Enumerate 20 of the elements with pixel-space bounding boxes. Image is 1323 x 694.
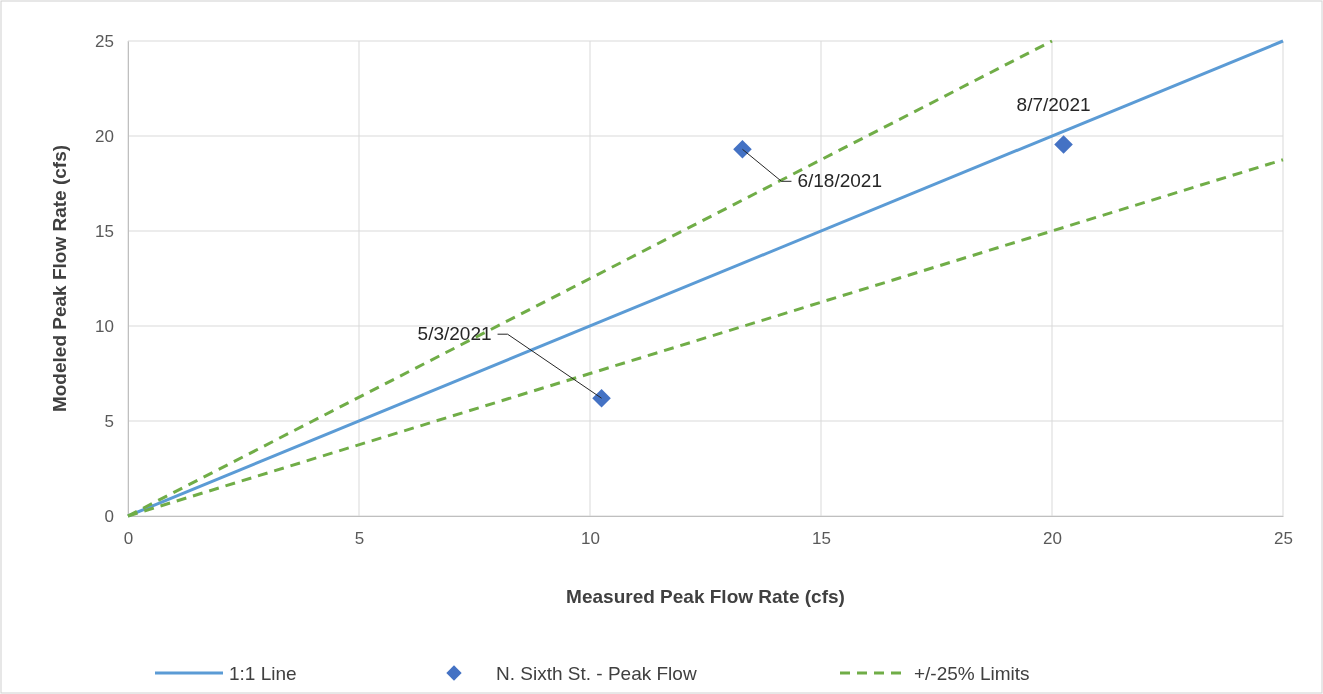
x-tick-label: 20 bbox=[1043, 529, 1062, 549]
x-axis-title: Measured Peak Flow Rate (cfs) bbox=[566, 586, 845, 607]
annotation: 5/3/2021 bbox=[417, 323, 492, 345]
y-tick-label: 5 bbox=[104, 411, 114, 431]
x-tick-label: 25 bbox=[1274, 529, 1293, 549]
x-tick-label: 5 bbox=[354, 529, 365, 549]
legend-label: 1:1 Line bbox=[229, 663, 297, 684]
legend-label: +/-25% Limits bbox=[914, 663, 1030, 684]
annotation: 6/18/2021 bbox=[797, 170, 882, 192]
x-tick-label: 15 bbox=[812, 529, 831, 549]
y-tick-label: 0 bbox=[104, 506, 114, 526]
y-axis-title: Modeled Peak Flow Rate (cfs) bbox=[49, 144, 70, 413]
y-tick-label: 15 bbox=[95, 221, 114, 241]
x-tick-label: 10 bbox=[581, 529, 600, 549]
x-tick-label: 0 bbox=[123, 529, 134, 549]
annotation: 8/7/2021 bbox=[1016, 93, 1091, 115]
y-tick-label: 25 bbox=[95, 31, 114, 51]
y-tick-label: 10 bbox=[95, 316, 114, 336]
legend-label: N. Sixth St. - Peak Flow bbox=[496, 663, 697, 684]
y-tick-label: 20 bbox=[95, 126, 114, 146]
